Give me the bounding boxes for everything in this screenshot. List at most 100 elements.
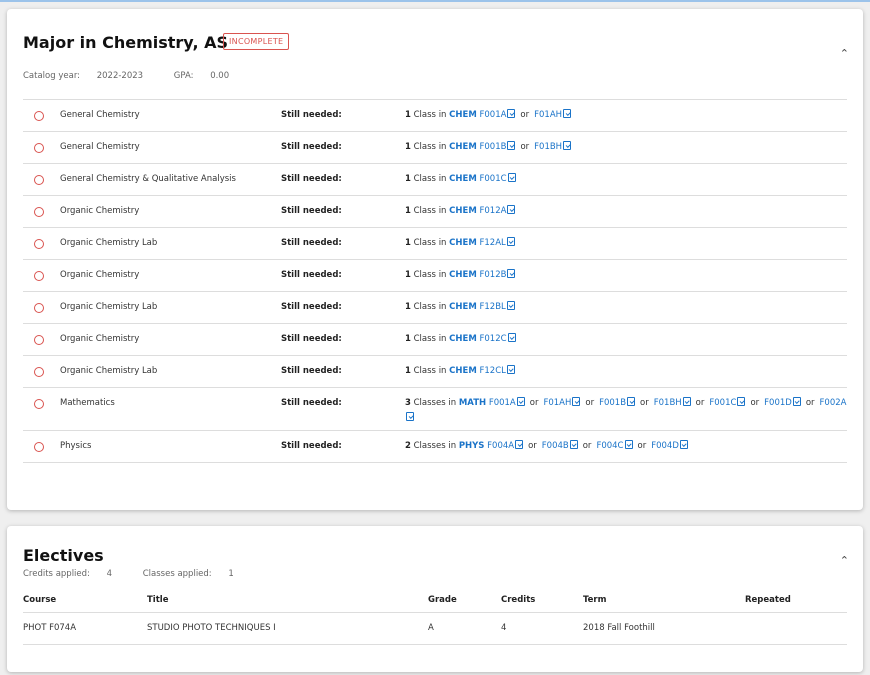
course-link[interactable]: F012B bbox=[479, 269, 516, 280]
clipboard-check-icon[interactable] bbox=[507, 269, 516, 278]
clipboard-check-icon[interactable] bbox=[563, 109, 572, 118]
class-unit: Class in bbox=[413, 110, 447, 120]
course-link[interactable]: F012A bbox=[479, 205, 516, 216]
clipboard-check-icon[interactable] bbox=[506, 365, 515, 374]
requirement-name: Organic Chemistry bbox=[60, 270, 140, 280]
course-link[interactable]: F012C bbox=[479, 333, 516, 344]
clipboard-check-icon[interactable] bbox=[515, 440, 524, 449]
course-code[interactable]: F001C bbox=[709, 398, 737, 408]
incomplete-circle-icon bbox=[34, 303, 44, 313]
course-link[interactable]: F004C bbox=[596, 440, 633, 451]
class-unit: Class in bbox=[413, 238, 447, 248]
clipboard-check-icon[interactable] bbox=[737, 397, 746, 406]
subject-link[interactable]: CHEM bbox=[449, 302, 477, 312]
requirement-name: Organic Chemistry Lab bbox=[60, 302, 158, 312]
clipboard-check-icon[interactable] bbox=[624, 440, 633, 449]
course-code[interactable]: F01AH bbox=[534, 110, 563, 120]
course-link[interactable]: F01BH bbox=[653, 397, 691, 408]
subject-link[interactable]: CHEM bbox=[449, 142, 477, 152]
clipboard-check-icon[interactable] bbox=[563, 141, 572, 150]
requirement-name: Mathematics bbox=[60, 398, 115, 408]
requirement-name: General Chemistry bbox=[60, 142, 140, 152]
clipboard-check-icon[interactable] bbox=[792, 397, 801, 406]
course-code[interactable]: F001B bbox=[599, 398, 627, 408]
still-needed-label: Still needed: bbox=[281, 142, 342, 152]
course-link[interactable]: F01BH bbox=[534, 141, 572, 152]
course-link[interactable]: F001B bbox=[599, 397, 636, 408]
subject-link[interactable]: CHEM bbox=[449, 238, 477, 248]
course-code[interactable]: F012C bbox=[479, 334, 507, 344]
course-code[interactable]: F12AL bbox=[479, 238, 506, 248]
course-code[interactable]: F004B bbox=[541, 441, 569, 451]
clipboard-check-icon[interactable] bbox=[627, 397, 636, 406]
course-code[interactable]: F004C bbox=[596, 441, 624, 451]
course-code[interactable]: F01BH bbox=[653, 398, 682, 408]
course-link[interactable]: F01AH bbox=[543, 397, 581, 408]
course-link[interactable]: F12CL bbox=[479, 365, 515, 376]
course-link[interactable]: F001B bbox=[479, 141, 516, 152]
course-code[interactable]: F001A bbox=[488, 398, 516, 408]
course-code[interactable]: F12BL bbox=[479, 302, 506, 312]
clipboard-check-icon[interactable] bbox=[507, 109, 516, 118]
clipboard-check-icon[interactable] bbox=[507, 141, 516, 150]
course-link[interactable]: F004A bbox=[487, 440, 524, 451]
clipboard-check-icon[interactable] bbox=[572, 397, 581, 406]
clipboard-check-icon[interactable] bbox=[507, 205, 516, 214]
requirement-detail: 1 Class in CHEM F012B bbox=[405, 268, 847, 287]
class-count: 1 bbox=[405, 270, 411, 280]
clipboard-check-icon[interactable] bbox=[406, 412, 414, 421]
subject-link[interactable]: PHYS bbox=[458, 441, 485, 451]
subject-link[interactable]: CHEM bbox=[449, 174, 477, 184]
still-needed-label: Still needed: bbox=[281, 334, 342, 344]
or-text: or bbox=[585, 398, 595, 408]
incomplete-circle-icon bbox=[34, 399, 44, 409]
course-link[interactable]: F12BL bbox=[479, 301, 515, 312]
course-code[interactable]: F01AH bbox=[543, 398, 572, 408]
or-text: or bbox=[637, 441, 647, 451]
subject-link[interactable]: CHEM bbox=[449, 334, 477, 344]
course-code[interactable]: F12CL bbox=[479, 366, 506, 376]
course-code[interactable]: F001A bbox=[479, 110, 507, 120]
clipboard-check-icon[interactable] bbox=[507, 173, 516, 182]
course-link[interactable]: F001A bbox=[479, 109, 516, 120]
course-code[interactable]: F012A bbox=[479, 206, 507, 216]
course-link[interactable]: F001A bbox=[488, 397, 525, 408]
subject-link[interactable]: CHEM bbox=[449, 110, 477, 120]
course-code[interactable]: F004D bbox=[651, 441, 679, 451]
course-code[interactable]: F001C bbox=[479, 174, 507, 184]
electives-title: Electives bbox=[23, 546, 104, 565]
course-code[interactable]: F002A bbox=[819, 398, 847, 408]
subject-link[interactable]: CHEM bbox=[449, 270, 477, 280]
clipboard-check-icon[interactable] bbox=[516, 397, 525, 406]
subject-link[interactable]: CHEM bbox=[449, 206, 477, 216]
course-link[interactable]: F004D bbox=[651, 440, 688, 451]
collapse-chevron-icon[interactable]: ⌃ bbox=[839, 554, 849, 567]
clipboard-check-icon[interactable] bbox=[507, 333, 516, 342]
course-link[interactable]: F01AH bbox=[534, 109, 572, 120]
course-code[interactable]: F001B bbox=[479, 142, 507, 152]
clipboard-check-icon[interactable] bbox=[682, 397, 691, 406]
course-code[interactable]: F01BH bbox=[534, 142, 563, 152]
class-count: 1 bbox=[405, 238, 411, 248]
clipboard-check-icon[interactable] bbox=[569, 440, 578, 449]
course-link[interactable]: F001D bbox=[764, 397, 801, 408]
course-code[interactable]: F004A bbox=[487, 441, 515, 451]
course-link[interactable]: F004B bbox=[541, 440, 578, 451]
clipboard-check-icon[interactable] bbox=[506, 301, 515, 310]
course-code[interactable]: F001D bbox=[764, 398, 792, 408]
subject-link[interactable]: MATH bbox=[458, 398, 487, 408]
class-unit: Classes in bbox=[413, 398, 457, 408]
requirement-row: Organic Chemistry Still needed: 1 Class in… bbox=[23, 324, 847, 356]
course-link[interactable]: F001C bbox=[709, 397, 746, 408]
course-code[interactable]: F012B bbox=[479, 270, 507, 280]
subject-link[interactable]: CHEM bbox=[449, 366, 477, 376]
still-needed-label: Still needed: bbox=[281, 441, 342, 451]
course-link[interactable]: F001C bbox=[479, 173, 516, 184]
class-count: 1 bbox=[405, 334, 411, 344]
clipboard-check-icon[interactable] bbox=[506, 237, 515, 246]
clipboard-check-icon[interactable] bbox=[679, 440, 688, 449]
course-link[interactable]: F002A bbox=[405, 398, 846, 423]
course-link[interactable]: F12AL bbox=[479, 237, 515, 248]
class-count: 1 bbox=[405, 142, 411, 152]
collapse-chevron-icon[interactable]: ⌃ bbox=[839, 47, 849, 60]
